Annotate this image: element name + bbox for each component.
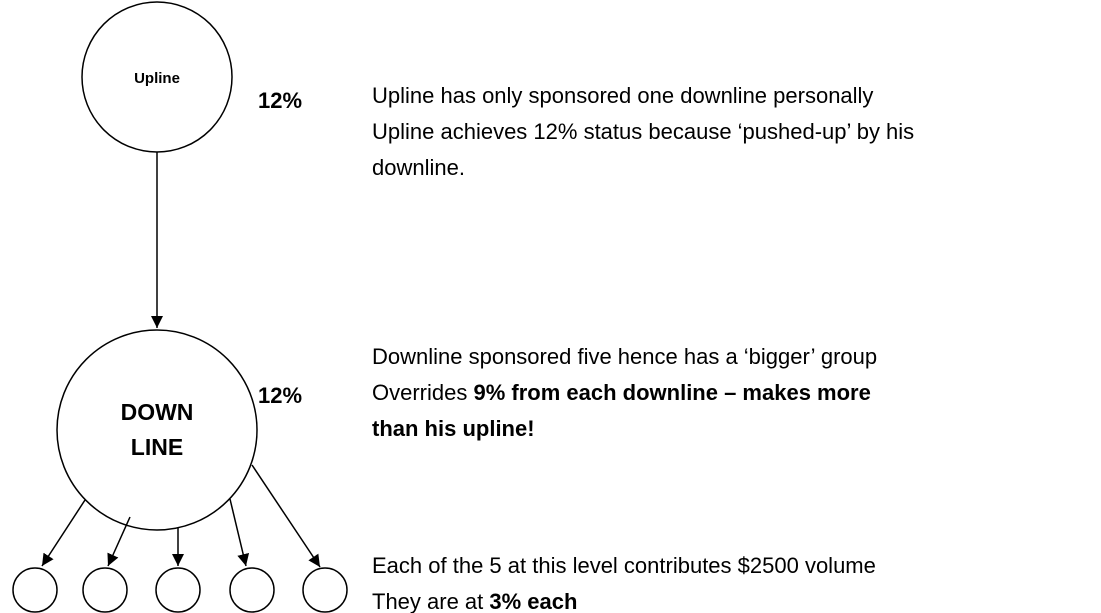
bold-text: 9% from each downline – makes more bbox=[473, 380, 870, 405]
note-line: downline. bbox=[372, 155, 465, 180]
text: Each of the 5 at this level contributes … bbox=[372, 553, 876, 578]
text: Downline sponsored five hence has a ‘big… bbox=[372, 344, 877, 369]
note-line: Upline has only sponsored one downline p… bbox=[372, 83, 873, 108]
arrow bbox=[251, 464, 321, 568]
text: Overrides bbox=[372, 380, 473, 405]
text: Upline has only sponsored one downline p… bbox=[372, 83, 873, 108]
arrow bbox=[229, 498, 250, 567]
small-node bbox=[12, 567, 58, 613]
notes: Upline has only sponsored one downline p… bbox=[372, 83, 914, 613]
note-line: Overrides 9% from each downline – makes … bbox=[372, 380, 871, 405]
small-node bbox=[155, 567, 201, 613]
note-line: than his upline! bbox=[372, 416, 535, 441]
note-line: Each of the 5 at this level contributes … bbox=[372, 553, 876, 578]
small-node bbox=[229, 567, 275, 613]
rate-label: 12% bbox=[258, 383, 302, 408]
note-line: Upline achieves 12% status because ‘push… bbox=[372, 119, 914, 144]
text: They are at bbox=[372, 589, 489, 613]
text: downline. bbox=[372, 155, 465, 180]
note-line: Downline sponsored five hence has a ‘big… bbox=[372, 344, 877, 369]
node-label: Upline bbox=[134, 70, 180, 87]
downline-node bbox=[56, 329, 258, 531]
arrow bbox=[41, 499, 86, 567]
node-label: DOWN bbox=[121, 399, 194, 425]
small-node bbox=[302, 567, 348, 613]
text: Upline achieves 12% status because ‘push… bbox=[372, 119, 914, 144]
rate-label: 12% bbox=[258, 88, 302, 113]
level-nodes bbox=[12, 567, 348, 613]
node-label: LINE bbox=[131, 434, 183, 460]
arrow bbox=[107, 516, 131, 567]
small-node bbox=[82, 567, 128, 613]
bold-text: 3% each bbox=[489, 589, 577, 613]
note-line: They are at 3% each bbox=[372, 589, 577, 613]
bold-text: than his upline! bbox=[372, 416, 535, 441]
